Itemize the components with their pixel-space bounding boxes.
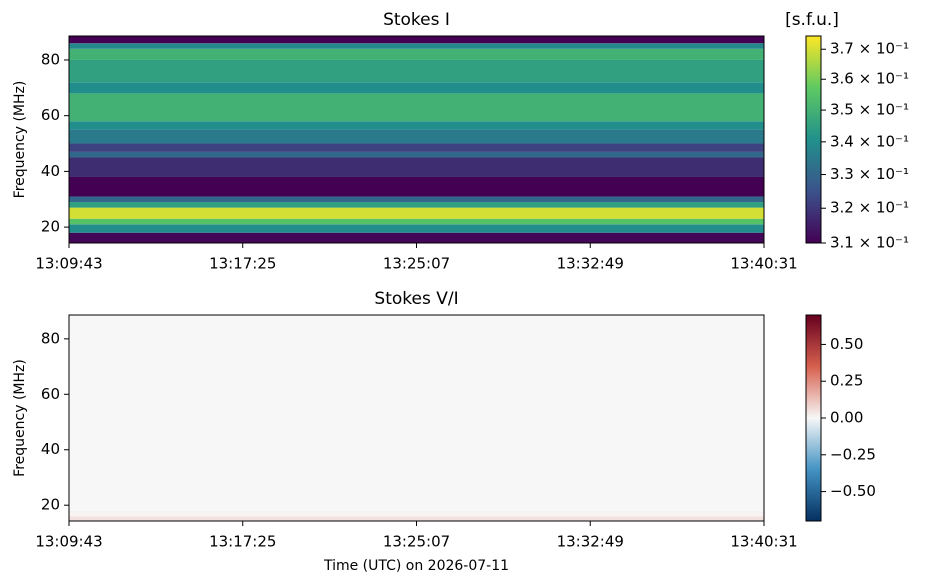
chart-title: Stokes V/I — [374, 289, 458, 309]
heatmap-row — [69, 129, 764, 144]
colorbar-tick-label: 3.1 × 10⁻¹ — [830, 234, 909, 252]
colorbar-tick-label: −0.25 — [830, 445, 876, 463]
x-tick-label: 13:40:31 — [730, 533, 797, 551]
heatmap-row — [69, 315, 764, 511]
colorbar-label: [s.f.u.] — [785, 10, 839, 30]
y-axis-label: Frequency (MHz) — [12, 359, 28, 477]
colorbar-tick-label: 3.6 × 10⁻¹ — [830, 70, 909, 88]
heatmap-row — [69, 151, 764, 158]
heatmap-row — [69, 224, 764, 233]
colorbar-tick-label: 3.7 × 10⁻¹ — [830, 40, 909, 58]
colorbar-tick-label: −0.50 — [830, 482, 876, 500]
heatmap-row — [69, 157, 764, 177]
heatmap-row — [69, 176, 764, 197]
heatmap-row — [69, 121, 764, 130]
colorbar-tick-label: 3.2 × 10⁻¹ — [830, 199, 909, 217]
colorbar-tick-label: 3.4 × 10⁻¹ — [830, 132, 909, 150]
heatmap-row — [69, 207, 764, 219]
y-tick-label: 20 — [41, 496, 60, 514]
heatmap-row — [69, 143, 764, 152]
y-tick-label: 60 — [41, 106, 60, 124]
heatmap-row — [69, 93, 764, 122]
y-tick-label: 20 — [41, 218, 60, 236]
x-axis-label: Time (UTC) on 2026-07-11 — [323, 558, 509, 574]
x-tick-label: 13:25:07 — [383, 533, 450, 551]
colorbar-tick-label: 0.25 — [830, 372, 863, 390]
heatmap-row — [69, 196, 764, 203]
colorbar-tick-label: 0.00 — [830, 409, 863, 427]
heatmap-row — [69, 202, 764, 208]
y-tick-label: 40 — [41, 162, 60, 180]
heatmap-row — [69, 510, 764, 517]
colorbar — [805, 35, 822, 244]
colorbar-tick-label: 3.3 × 10⁻¹ — [830, 165, 909, 183]
x-tick-label: 13:09:43 — [35, 533, 102, 551]
y-tick-label: 80 — [41, 50, 60, 68]
x-tick-label: 13:17:25 — [209, 533, 276, 551]
x-tick-label: 13:32:49 — [557, 533, 624, 551]
y-tick-label: 60 — [41, 385, 60, 403]
colorbar-tick-label: 3.5 × 10⁻¹ — [830, 101, 909, 119]
colorbar — [805, 314, 822, 522]
heatmap-row — [69, 43, 764, 49]
x-tick-label: 13:32:49 — [557, 255, 624, 273]
heatmap-row — [69, 36, 764, 44]
heatmap-row — [69, 516, 764, 521]
heatmap-row — [69, 48, 764, 60]
chart-title: Stokes I — [383, 10, 450, 30]
y-axis-label: Frequency (MHz) — [12, 81, 28, 199]
y-tick-label: 80 — [41, 329, 60, 347]
colorbar-tick-label: 0.50 — [830, 335, 863, 353]
heatmap-row — [69, 232, 764, 243]
x-tick-label: 13:40:31 — [730, 255, 797, 273]
heatmap-row — [69, 218, 764, 225]
y-tick-label: 40 — [41, 440, 60, 458]
x-tick-label: 13:09:43 — [35, 255, 102, 273]
heatmap-row — [69, 82, 764, 94]
heatmap-row — [69, 59, 764, 83]
x-tick-label: 13:25:07 — [383, 255, 450, 273]
x-tick-label: 13:17:25 — [209, 255, 276, 273]
